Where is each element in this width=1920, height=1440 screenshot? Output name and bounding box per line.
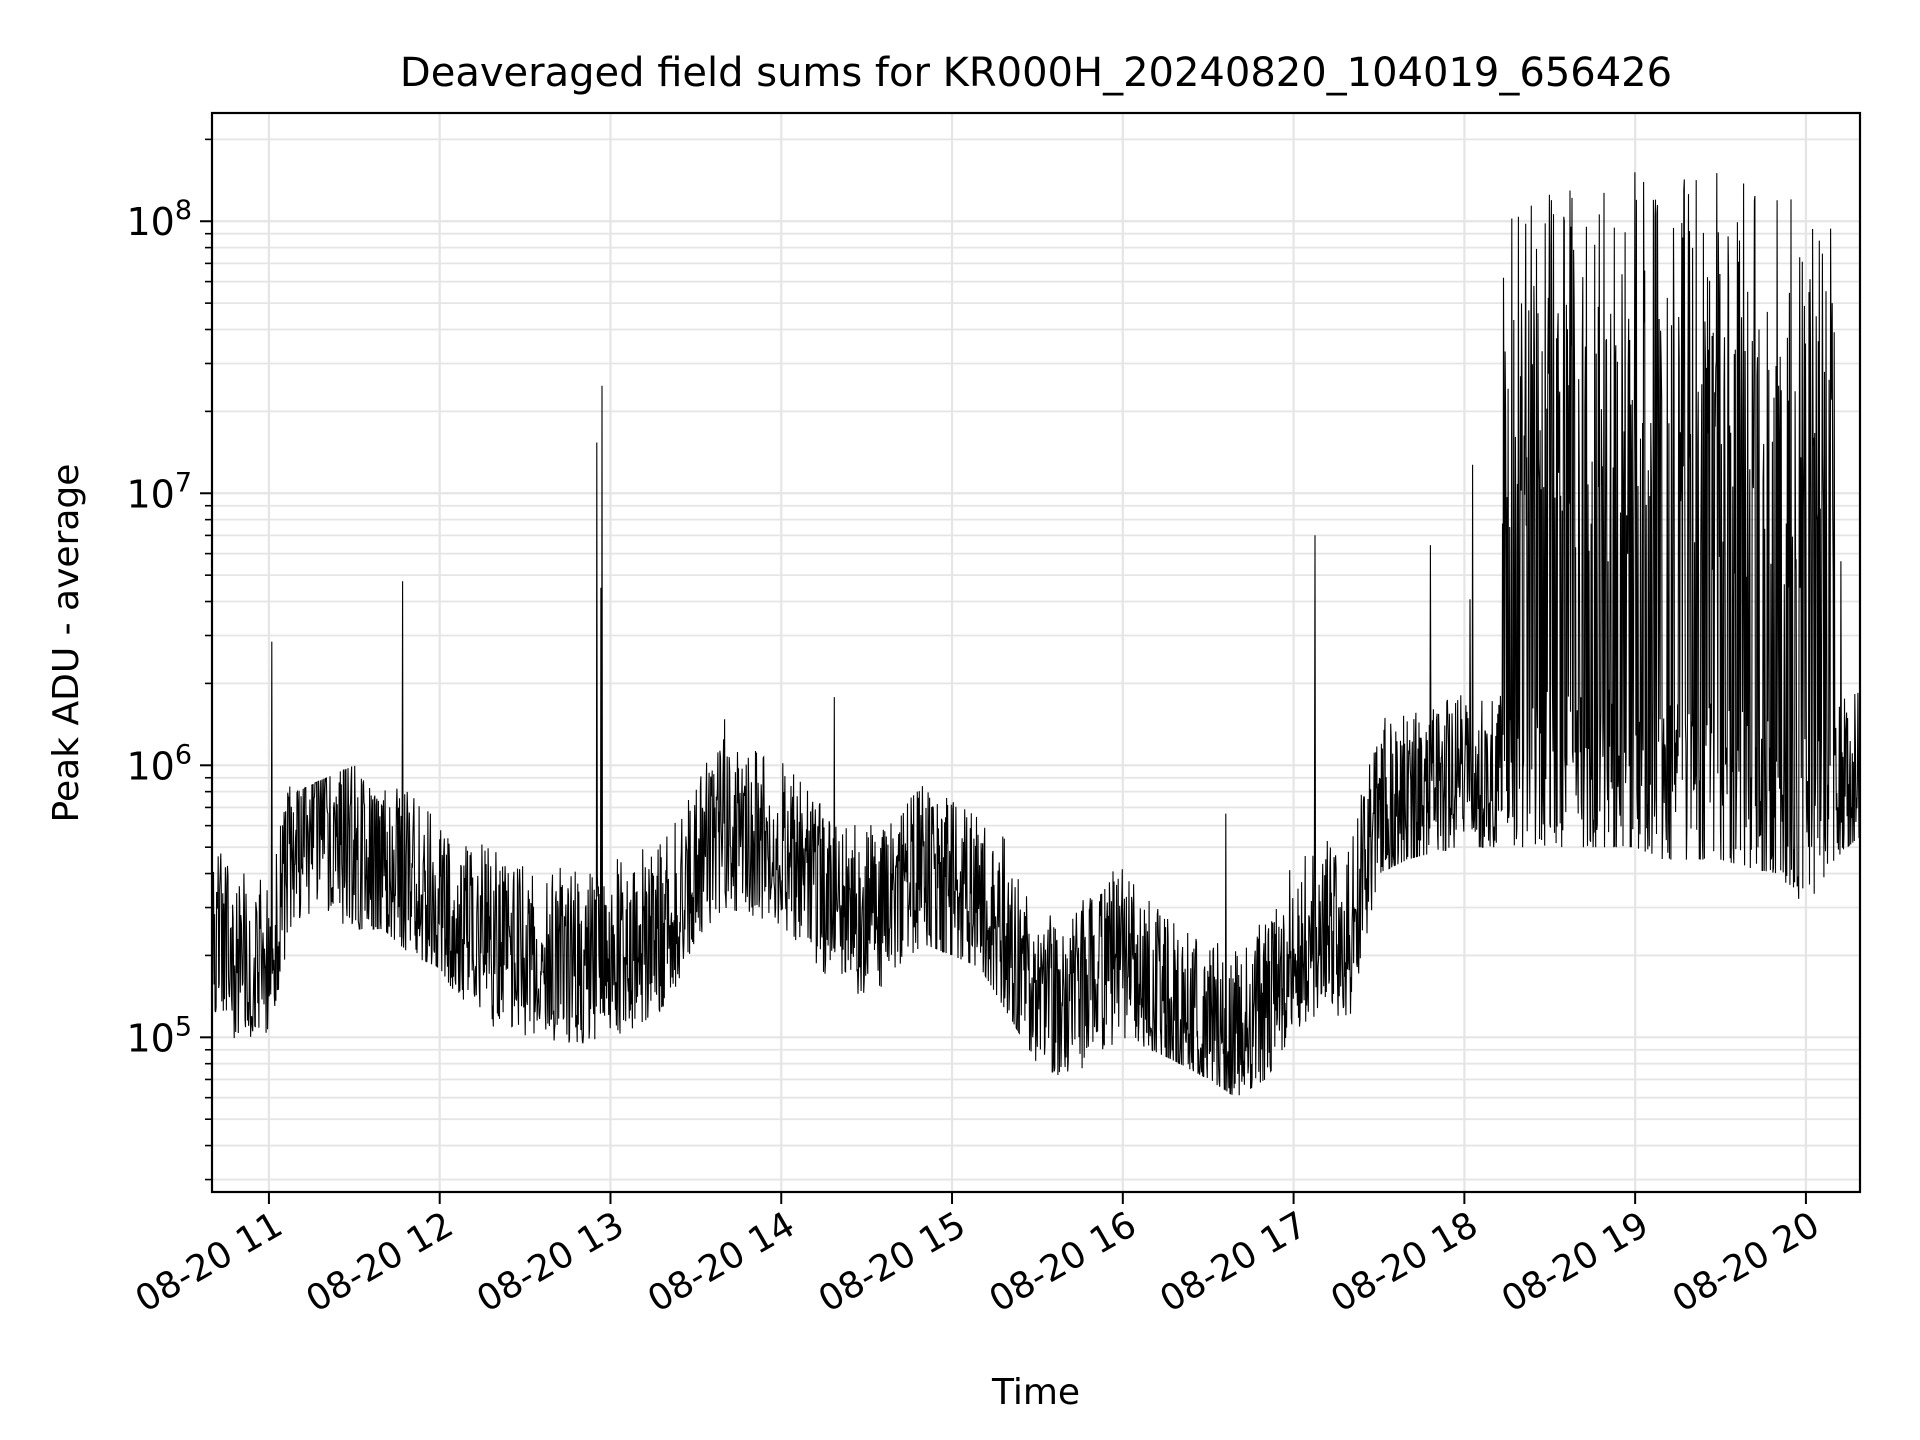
y-tick-label-exponent: 6 [175,739,192,770]
y-tick-label-base: 10 [126,744,174,788]
series-line [211,172,1861,1096]
x-axis-label: Time [991,1372,1080,1413]
y-tick-label-base: 10 [126,200,174,244]
chart-title: Deaveraged field sums for KR000H_2024082… [400,50,1672,96]
plot-area-frame [210,111,1862,1194]
y-tick-label-base: 10 [126,472,174,516]
y-axis-label: Peak ADU - average [46,464,87,823]
y-tick-label-exponent: 8 [175,195,192,226]
y-tick-label-exponent: 7 [175,467,192,498]
y-tick-label: 107 [126,467,192,516]
y-tick-label-base: 10 [126,1016,174,1060]
series-line-layer [211,172,1861,1096]
y-tick-label-exponent: 5 [175,1011,192,1042]
y-tick-label: 105 [126,1011,192,1060]
y-tick-label: 108 [126,195,192,244]
y-tick-label: 106 [126,739,192,788]
